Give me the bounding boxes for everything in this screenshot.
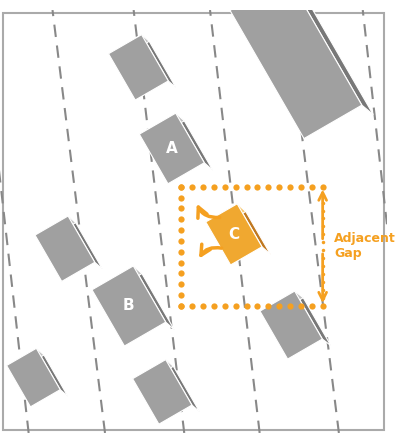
Polygon shape (132, 360, 173, 385)
Polygon shape (6, 348, 60, 407)
Text: A: A (166, 141, 178, 156)
Polygon shape (237, 204, 271, 254)
Polygon shape (139, 113, 205, 184)
Polygon shape (133, 266, 175, 330)
FancyArrowPatch shape (198, 207, 220, 218)
Polygon shape (6, 348, 44, 372)
Polygon shape (109, 35, 149, 60)
Polygon shape (142, 35, 176, 88)
Polygon shape (36, 348, 68, 396)
Polygon shape (206, 204, 246, 229)
Polygon shape (206, 204, 262, 265)
Polygon shape (260, 291, 322, 359)
Polygon shape (35, 216, 95, 281)
Text: B: B (123, 299, 135, 314)
Text: Adjacent
Gap: Adjacent Gap (334, 232, 396, 260)
Polygon shape (68, 216, 102, 269)
Polygon shape (166, 360, 200, 412)
Polygon shape (230, 0, 362, 139)
Polygon shape (176, 113, 213, 171)
Polygon shape (230, 0, 299, 20)
Polygon shape (35, 216, 76, 242)
Polygon shape (92, 266, 142, 297)
Polygon shape (139, 113, 184, 142)
Polygon shape (288, 0, 373, 115)
Polygon shape (260, 291, 303, 318)
Text: C: C (228, 227, 239, 242)
Polygon shape (132, 360, 192, 424)
Polygon shape (295, 291, 331, 346)
Polygon shape (92, 266, 166, 346)
Polygon shape (109, 35, 168, 100)
FancyArrowPatch shape (201, 244, 222, 255)
